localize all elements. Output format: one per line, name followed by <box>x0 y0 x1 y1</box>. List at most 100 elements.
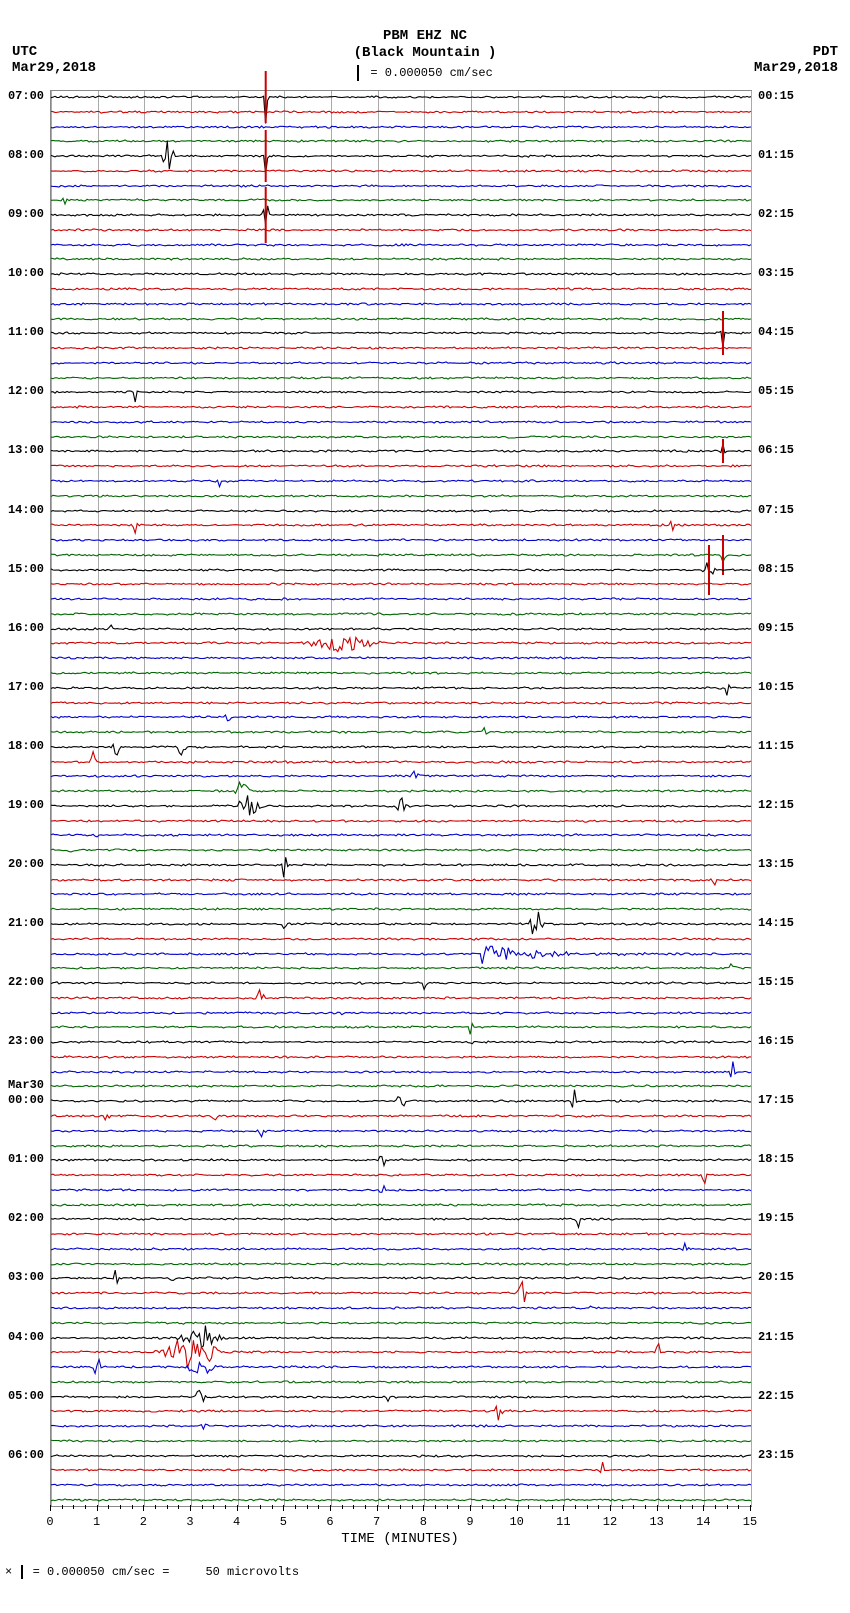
utc-time-label: 07:00 <box>8 89 44 103</box>
x-tick-minor <box>62 1505 63 1509</box>
pdt-time-label: 10:15 <box>758 680 794 694</box>
timezone-right: PDT Mar29,2018 <box>754 44 838 76</box>
utc-time-label: 10:00 <box>8 266 44 280</box>
utc-time-label: 15:00 <box>8 562 44 576</box>
utc-time-label: 09:00 <box>8 207 44 221</box>
pdt-time-label: 13:15 <box>758 857 794 871</box>
utc-time-label: 22:00 <box>8 975 44 989</box>
x-tick-minor <box>108 1505 109 1509</box>
x-tick-minor <box>272 1505 273 1509</box>
pdt-time-label: 23:15 <box>758 1448 794 1462</box>
utc-time-label: 23:00 <box>8 1034 44 1048</box>
utc-time-label: Mar30 <box>8 1078 44 1092</box>
x-tick-minor <box>132 1505 133 1509</box>
x-tick-minor <box>598 1505 599 1509</box>
x-tick-minor <box>178 1505 179 1509</box>
x-tick-label: 14 <box>696 1515 710 1529</box>
tz-right-label: PDT <box>754 44 838 60</box>
utc-time-label: 00:00 <box>8 1093 44 1107</box>
x-tick-minor <box>540 1505 541 1509</box>
x-tick <box>97 1505 98 1511</box>
x-tick <box>190 1505 191 1511</box>
x-tick-minor <box>167 1505 168 1509</box>
x-tick-minor <box>727 1505 728 1509</box>
footer-bar-icon <box>21 1565 23 1579</box>
utc-time-label: 04:00 <box>8 1330 44 1344</box>
pdt-time-label: 15:15 <box>758 975 794 989</box>
x-tick-minor <box>365 1505 366 1509</box>
utc-time-label: 21:00 <box>8 916 44 930</box>
x-tick <box>610 1505 611 1511</box>
x-tick <box>563 1505 564 1511</box>
pdt-time-label: 18:15 <box>758 1152 794 1166</box>
x-tick-label: 10 <box>509 1515 523 1529</box>
x-tick-minor <box>225 1505 226 1509</box>
pdt-time-label: 05:15 <box>758 384 794 398</box>
pdt-time-label: 17:15 <box>758 1093 794 1107</box>
x-tick-label: 15 <box>743 1515 757 1529</box>
x-tick-minor <box>202 1505 203 1509</box>
pdt-time-label: 19:15 <box>758 1211 794 1225</box>
gridline <box>751 91 752 1506</box>
utc-time-label: 18:00 <box>8 739 44 753</box>
x-tick-minor <box>528 1505 529 1509</box>
utc-time-label: 13:00 <box>8 443 44 457</box>
x-tick-minor <box>552 1505 553 1509</box>
x-tick-label: 8 <box>420 1515 427 1529</box>
x-tick-minor <box>73 1505 74 1509</box>
x-tick <box>377 1505 378 1511</box>
pdt-time-label: 09:15 <box>758 621 794 635</box>
x-axis-label: TIME (MINUTES) <box>50 1531 750 1547</box>
x-tick-label: 5 <box>280 1515 287 1529</box>
utc-time-label: 16:00 <box>8 621 44 635</box>
x-tick <box>657 1505 658 1511</box>
x-tick-label: 4 <box>233 1515 240 1529</box>
x-tick-minor <box>400 1505 401 1509</box>
footer-prefix-symbol: × <box>5 1565 12 1579</box>
x-tick-minor <box>318 1505 319 1509</box>
x-tick-minor <box>388 1505 389 1509</box>
x-tick-minor <box>435 1505 436 1509</box>
x-tick-label: 7 <box>373 1515 380 1529</box>
x-tick <box>237 1505 238 1511</box>
utc-time-label: 05:00 <box>8 1389 44 1403</box>
x-tick-minor <box>715 1505 716 1509</box>
pdt-time-label: 07:15 <box>758 503 794 517</box>
utc-time-label: 20:00 <box>8 857 44 871</box>
x-tick-minor <box>260 1505 261 1509</box>
x-tick-label: 12 <box>603 1515 617 1529</box>
x-tick-minor <box>342 1505 343 1509</box>
x-tick-minor <box>412 1505 413 1509</box>
x-tick-label: 0 <box>46 1515 53 1529</box>
x-tick-minor <box>307 1505 308 1509</box>
pdt-time-label: 21:15 <box>758 1330 794 1344</box>
x-tick-minor <box>633 1505 634 1509</box>
x-tick <box>143 1505 144 1511</box>
x-tick-label: 1 <box>93 1515 100 1529</box>
x-tick-minor <box>493 1505 494 1509</box>
x-tick-minor <box>505 1505 506 1509</box>
pdt-time-label: 20:15 <box>758 1270 794 1284</box>
pdt-time-label: 06:15 <box>758 443 794 457</box>
utc-time-label: 06:00 <box>8 1448 44 1462</box>
pdt-time-label: 08:15 <box>758 562 794 576</box>
x-tick <box>283 1505 284 1511</box>
x-tick-minor <box>353 1505 354 1509</box>
utc-time-label: 01:00 <box>8 1152 44 1166</box>
x-tick <box>330 1505 331 1511</box>
x-tick-minor <box>668 1505 669 1509</box>
x-tick-minor <box>213 1505 214 1509</box>
tz-right-date: Mar29,2018 <box>754 60 838 76</box>
station-code: PBM EHZ NC <box>0 28 850 45</box>
utc-time-label: 19:00 <box>8 798 44 812</box>
chart-footer: × = 0.000050 cm/sec = 50 microvolts <box>5 1565 299 1579</box>
x-tick-minor <box>155 1505 156 1509</box>
x-tick-minor <box>587 1505 588 1509</box>
x-tick-minor <box>295 1505 296 1509</box>
pdt-time-label: 01:15 <box>758 148 794 162</box>
pdt-time-label: 02:15 <box>758 207 794 221</box>
pdt-time-label: 22:15 <box>758 1389 794 1403</box>
x-tick <box>750 1505 751 1511</box>
x-tick-minor <box>482 1505 483 1509</box>
utc-time-label: 11:00 <box>8 325 44 339</box>
